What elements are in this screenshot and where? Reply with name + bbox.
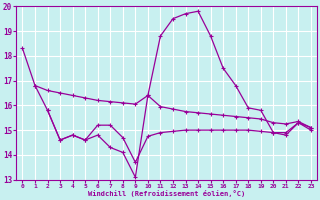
X-axis label: Windchill (Refroidissement éolien,°C): Windchill (Refroidissement éolien,°C) [88, 190, 245, 197]
